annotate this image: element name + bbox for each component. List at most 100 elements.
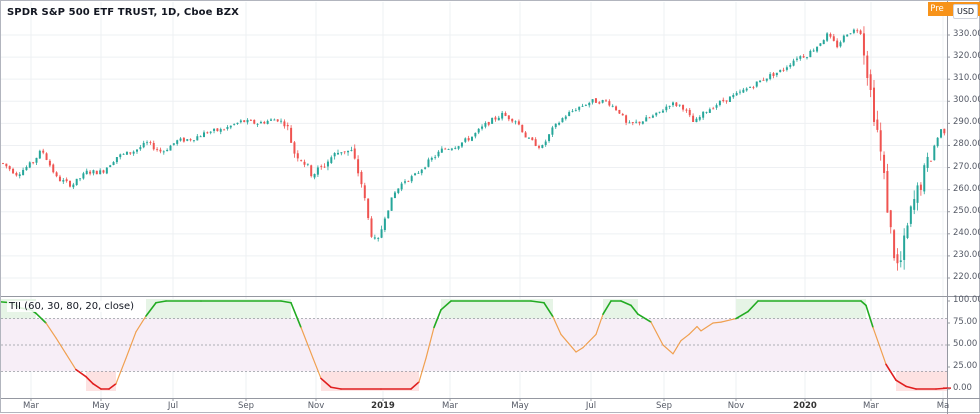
candle-body xyxy=(112,162,115,166)
candle-body xyxy=(913,199,916,210)
candle-body xyxy=(62,180,65,182)
candle-body xyxy=(387,210,390,219)
candle-body xyxy=(564,116,567,119)
tii-line-segment xyxy=(560,333,577,353)
candle-body xyxy=(323,166,326,168)
candle-body xyxy=(755,81,758,87)
candle-body xyxy=(474,132,477,137)
tii-line-segment xyxy=(65,353,77,371)
candle-body xyxy=(259,121,262,124)
candle-body xyxy=(333,153,336,157)
symbol-title[interactable]: SPDR S&P 500 ETF TRUST, 1D, Cboe BZX xyxy=(7,7,239,18)
candle-body xyxy=(538,146,540,148)
time-tick-label: Jul xyxy=(585,401,597,411)
candle-body xyxy=(735,92,738,96)
candle-body xyxy=(812,50,815,52)
candle-body xyxy=(82,173,85,179)
candle-body xyxy=(229,125,232,128)
candle-body xyxy=(514,121,517,123)
candle-body xyxy=(635,121,638,123)
candle-body xyxy=(517,121,520,125)
candle-body xyxy=(216,128,219,132)
candle-body xyxy=(2,163,4,164)
tii-line-segment xyxy=(575,347,584,353)
candle-body xyxy=(919,184,922,190)
candle-body xyxy=(893,230,896,259)
price-tick-label: 330.00 xyxy=(953,29,980,39)
candle-body xyxy=(65,179,68,182)
candle-body xyxy=(424,167,427,169)
tii-line-segment xyxy=(440,300,452,311)
candle-body xyxy=(471,136,473,141)
tii-line-segment xyxy=(155,300,167,304)
candle-body xyxy=(524,132,527,138)
candle-body xyxy=(561,118,564,123)
candle-body xyxy=(675,102,678,106)
candle-body xyxy=(658,111,661,113)
candle-body xyxy=(504,112,507,116)
candle-body xyxy=(661,110,664,113)
candle-body xyxy=(42,150,45,153)
candle-body xyxy=(129,152,132,154)
price-tick-label: 290.00 xyxy=(953,117,980,128)
candle-body xyxy=(481,126,484,129)
indicator-tick-label: 0.00 xyxy=(953,383,972,393)
candle-body xyxy=(300,160,303,161)
candle-body xyxy=(363,185,366,199)
indicator-legend[interactable]: TII (60, 30, 80, 20, close) xyxy=(7,301,137,312)
candle-body xyxy=(52,164,55,173)
candle-body xyxy=(310,165,313,177)
tii-line-segment xyxy=(688,325,698,336)
candle-body xyxy=(270,119,272,121)
candle-body xyxy=(447,149,450,150)
tii-line-segment xyxy=(696,325,702,332)
candle-body xyxy=(511,118,514,122)
candle-body xyxy=(558,122,561,125)
price-tick-label: 300.00 xyxy=(953,95,980,106)
candle-body xyxy=(142,142,145,148)
candle-body xyxy=(414,173,417,176)
candle-body xyxy=(638,121,641,124)
candle-body xyxy=(826,33,829,41)
candle-body xyxy=(718,100,721,106)
candle-body xyxy=(678,104,681,106)
candle-body xyxy=(591,99,594,103)
candle-body xyxy=(876,119,879,130)
candle-body xyxy=(296,153,299,159)
candle-body xyxy=(92,170,95,174)
tii-line-segment xyxy=(85,375,94,385)
candle-body xyxy=(397,188,400,193)
candle-body xyxy=(430,157,433,160)
candle-body xyxy=(521,124,524,133)
tii-line-segment xyxy=(425,326,435,359)
candle-body xyxy=(832,36,835,41)
candle-body xyxy=(343,151,346,153)
candle-body xyxy=(923,165,926,192)
candle-body xyxy=(263,122,266,124)
candle-body xyxy=(125,151,128,155)
tii-line-segment xyxy=(662,344,674,355)
candle-body xyxy=(873,87,875,122)
candle-body xyxy=(625,115,628,123)
candle-body xyxy=(789,64,792,67)
candle-body xyxy=(749,87,752,88)
candle-body xyxy=(695,118,698,123)
candle-body xyxy=(203,132,205,138)
candle-body xyxy=(253,119,256,124)
candle-body xyxy=(377,238,380,239)
currency-button[interactable]: USD xyxy=(953,4,979,19)
candle-body xyxy=(645,117,648,122)
candle-body xyxy=(631,122,634,124)
tii-line-segment xyxy=(92,382,102,390)
candle-body xyxy=(303,161,306,165)
candle-body xyxy=(256,123,259,125)
tii-line-segment xyxy=(735,310,749,320)
candle-body xyxy=(842,35,845,42)
candle-body xyxy=(715,105,718,108)
candle-body xyxy=(434,156,437,158)
candle-body xyxy=(611,105,614,107)
tii-line-segment xyxy=(637,313,652,323)
candle-body xyxy=(367,198,370,219)
